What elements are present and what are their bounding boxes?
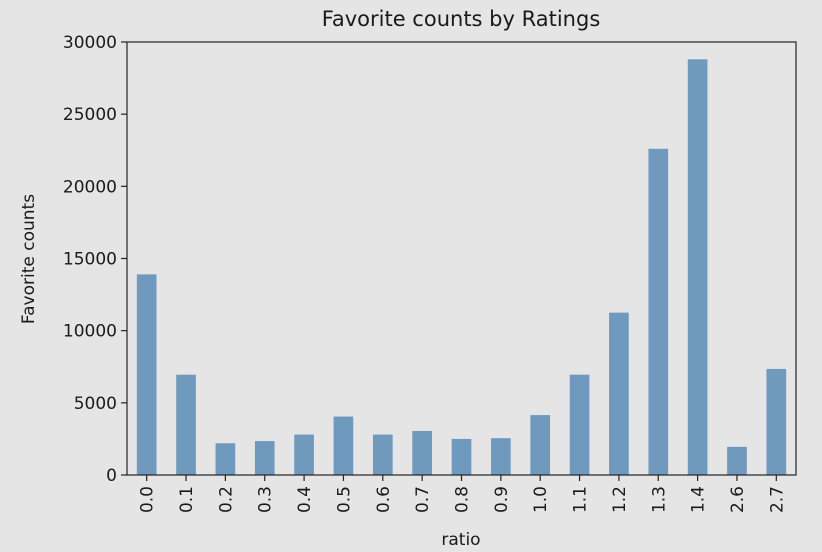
bar-0.9: [491, 438, 511, 475]
x-tick-label: 2.6: [728, 486, 748, 513]
x-tick-label: 0.8: [453, 486, 473, 513]
y-tick-label: 10000: [63, 322, 117, 342]
bar-0.6: [372, 434, 393, 475]
bar-0.5: [333, 416, 354, 475]
x-tick-label: 0.4: [295, 486, 315, 513]
bar-0.4: [294, 434, 314, 475]
x-tick-label: 0.9: [492, 486, 512, 513]
x-tick-label: 1.0: [531, 486, 551, 513]
y-axis-label: Favorite counts: [19, 194, 39, 324]
chart-title: Favorite counts by Ratings: [322, 7, 601, 31]
x-tick-label: 0.2: [216, 486, 236, 513]
bar-1.1: [569, 374, 590, 475]
x-tick-label: 1.2: [610, 486, 630, 513]
y-tick-label: 25000: [63, 105, 117, 125]
bar-1.4: [687, 59, 708, 475]
y-axis: 0 5000 10000 15000 20000 25000 30000: [63, 33, 127, 486]
y-tick-label: 30000: [63, 33, 117, 53]
x-tick-label: 0.5: [334, 486, 354, 513]
bar-0.1: [176, 374, 196, 475]
x-axis-label: ratio: [441, 530, 480, 550]
x-tick-label: 2.7: [767, 486, 787, 513]
bar-1.3: [648, 148, 669, 475]
x-tick-label: 0.1: [177, 486, 197, 513]
bar-0.8: [451, 438, 472, 475]
bar-2.6: [727, 446, 747, 475]
bars-group: [136, 59, 787, 476]
bar-0.7: [412, 430, 432, 475]
y-tick-label: 20000: [63, 177, 117, 197]
bar-2.7: [766, 368, 787, 475]
x-tick-label: 1.4: [689, 486, 709, 513]
x-axis: 0.0 0.1 0.2 0.3 0.4 0.5 0.6 0.7 0.8 0.9 1.0 1.1 1.2 1…: [138, 475, 787, 513]
bar-0.0: [136, 274, 157, 475]
bar-1.0: [530, 415, 551, 475]
bar-0.2: [215, 443, 236, 475]
x-tick-label: 0.6: [374, 486, 394, 513]
x-tick-label: 0.0: [138, 486, 158, 513]
bar-1.2: [609, 312, 629, 476]
x-tick-label: 0.3: [256, 486, 276, 513]
x-tick-label: 1.3: [649, 486, 669, 513]
y-tick-label: 15000: [63, 250, 117, 270]
x-tick-label: 1.1: [571, 486, 591, 513]
bar-0.3: [254, 441, 275, 475]
y-tick-label: 5000: [74, 394, 117, 414]
y-tick-label: 0: [106, 466, 117, 486]
x-tick-label: 0.7: [413, 486, 433, 513]
